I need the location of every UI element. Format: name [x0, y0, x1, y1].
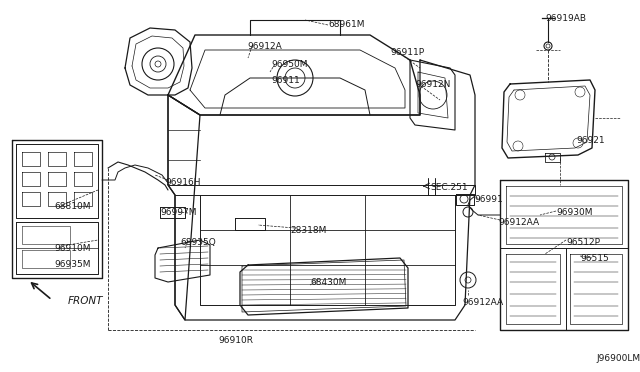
Text: 68810M: 68810M: [54, 202, 90, 211]
Text: 96512P: 96512P: [566, 238, 600, 247]
Text: SEC.251: SEC.251: [430, 183, 468, 192]
Text: 96930M: 96930M: [556, 208, 593, 217]
Text: 96997M: 96997M: [160, 208, 196, 217]
Text: FRONT: FRONT: [68, 296, 104, 306]
Text: 96515: 96515: [580, 254, 609, 263]
Text: 96912A: 96912A: [247, 42, 282, 51]
Text: 28318M: 28318M: [290, 226, 326, 235]
Text: 96910M: 96910M: [54, 244, 90, 253]
Text: 96916H: 96916H: [165, 178, 200, 187]
Text: J96900LM: J96900LM: [596, 354, 640, 363]
Text: 96921: 96921: [576, 136, 605, 145]
Text: 96911P: 96911P: [390, 48, 424, 57]
Text: 68935Q: 68935Q: [180, 238, 216, 247]
Text: 96912N: 96912N: [415, 80, 451, 89]
Text: 96991: 96991: [474, 195, 503, 204]
Text: 96919AB: 96919AB: [545, 14, 586, 23]
Text: 68961M: 68961M: [328, 20, 365, 29]
Text: 96912AA: 96912AA: [462, 298, 503, 307]
Text: 68430M: 68430M: [310, 278, 346, 287]
Text: 96912AA: 96912AA: [498, 218, 539, 227]
Text: 96935M: 96935M: [54, 260, 90, 269]
Text: 96910R: 96910R: [218, 336, 253, 345]
Text: 96950M: 96950M: [271, 60, 307, 69]
Text: 96911: 96911: [271, 76, 300, 85]
